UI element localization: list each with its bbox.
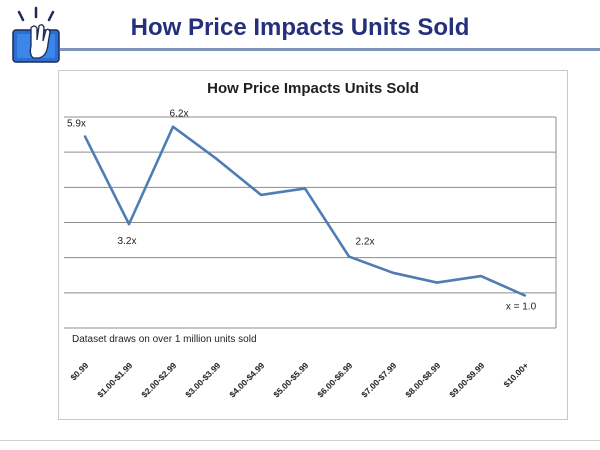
data-point <box>347 255 351 258</box>
title-underline <box>60 48 600 51</box>
chart-note: Dataset draws on over 1 million units so… <box>72 334 257 345</box>
data-label: 3.2x <box>118 236 137 247</box>
data-label: 5.9x <box>67 118 86 129</box>
slide-title: How Price Impacts Units Sold <box>130 14 470 41</box>
x-tick-label: $1.00-$1.99 <box>95 360 134 399</box>
data-point <box>303 187 307 190</box>
book-hand-logo-icon <box>12 6 60 63</box>
x-tick-label: $7.00-$7.99 <box>359 360 398 399</box>
x-tick-label: $4.00-$4.99 <box>227 360 266 399</box>
data-point <box>391 271 395 275</box>
data-label: 6.2x <box>170 109 189 120</box>
data-point <box>83 135 87 138</box>
x-tick-label: $0.99 <box>68 360 90 382</box>
data-point <box>435 281 439 284</box>
data-label: 2.2x <box>356 237 375 248</box>
data-point <box>127 222 131 226</box>
x-tick-label: $9.00-$9.99 <box>447 360 486 399</box>
data-label: x = 1.0 <box>506 302 537 313</box>
data-point <box>479 274 483 278</box>
chart-title: How Price Impacts Units Sold <box>207 80 419 97</box>
data-point <box>259 193 263 197</box>
x-tick-label: $5.00-$5.99 <box>271 360 310 399</box>
x-tick-label: $8.00-$8.99 <box>403 360 442 399</box>
data-point <box>215 158 219 161</box>
x-tick-label: $10.00+ <box>501 360 530 389</box>
chart-frame <box>58 70 568 420</box>
slide-footer-rule <box>0 440 600 441</box>
data-point <box>523 294 527 297</box>
x-tick-label: $6.00-$6.99 <box>315 360 354 399</box>
x-tick-label: $2.00-$2.99 <box>139 360 178 399</box>
x-tick-label: $3.00-$3.99 <box>183 360 222 399</box>
data-point <box>171 125 175 128</box>
